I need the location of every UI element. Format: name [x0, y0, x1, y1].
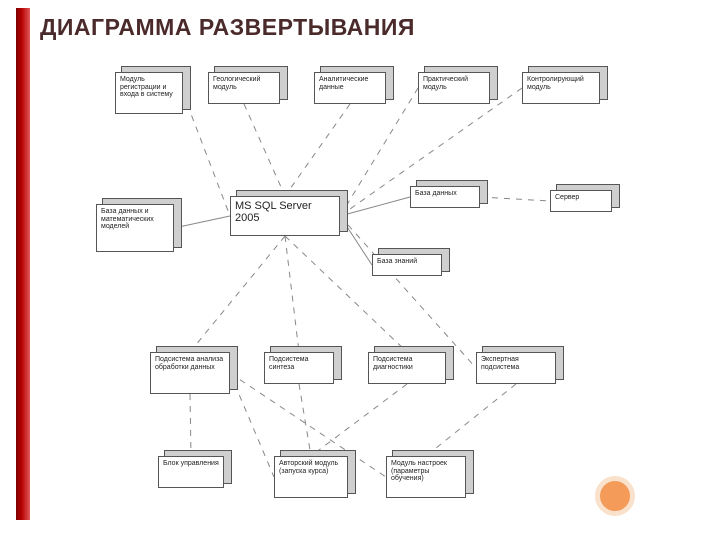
sidebar-accent — [16, 8, 30, 520]
node-expert: Экспертная подсистема — [476, 346, 562, 384]
node-label: Модуль регистрации и входа в систему — [115, 72, 183, 114]
node-mod-settings: Модуль настроек (параметры обучения) — [386, 450, 472, 498]
node-ps-diag: Подсистема диагностики — [368, 346, 452, 384]
node-label: Модуль настроек (параметры обучения) — [386, 456, 466, 498]
slide-marker-circle — [595, 476, 635, 516]
node-control: Контролирующий модуль — [522, 66, 606, 104]
node-label: Экспертная подсистема — [476, 352, 556, 384]
node-label: Аналитические данные — [314, 72, 386, 104]
node-knowledge: База знаний — [372, 248, 448, 276]
node-label: Подсистема синтеза — [264, 352, 334, 384]
node-prakt: Практический модуль — [418, 66, 496, 104]
node-ps-syntez: Подсистема синтеза — [264, 346, 340, 384]
node-server: Сервер — [550, 184, 618, 212]
node-label: База данных и математических моделей — [96, 204, 174, 252]
node-label: Подсистема анализа обработки данных — [150, 352, 230, 394]
node-label: База данных — [410, 186, 480, 208]
node-label: База знаний — [372, 254, 442, 276]
node-label: Сервер — [550, 190, 612, 212]
node-db: База данных — [410, 180, 486, 208]
node-mssql: MS SQL Server 2005 — [230, 190, 346, 236]
node-label: Подсистема диагностики — [368, 352, 446, 384]
node-ps-analysis: Подсистема анализа обработки данных — [150, 346, 236, 394]
node-mod-regist: Модуль регистрации и входа в систему — [115, 66, 189, 114]
node-block-ctrl: Блок управления — [158, 450, 230, 488]
node-geo: Геологический модуль — [208, 66, 286, 104]
node-label: MS SQL Server 2005 — [230, 196, 340, 236]
node-db-math: База данных и математических моделей — [96, 198, 180, 252]
node-label: Геологический модуль — [208, 72, 280, 104]
node-label: Блок управления — [158, 456, 224, 488]
deployment-diagram: Модуль регистрации и входа в систему Геол… — [40, 50, 680, 520]
node-author: Авторский модуль (запуска курса) — [274, 450, 354, 498]
node-label: Практический модуль — [418, 72, 490, 104]
node-label: Контролирующий модуль — [522, 72, 600, 104]
node-label: Авторский модуль (запуска курса) — [274, 456, 348, 498]
diagram-edges — [40, 50, 680, 520]
page-title: ДИАГРАММА РАЗВЕРТЫВАНИЯ — [40, 14, 415, 41]
node-analytic: Аналитические данные — [314, 66, 392, 104]
